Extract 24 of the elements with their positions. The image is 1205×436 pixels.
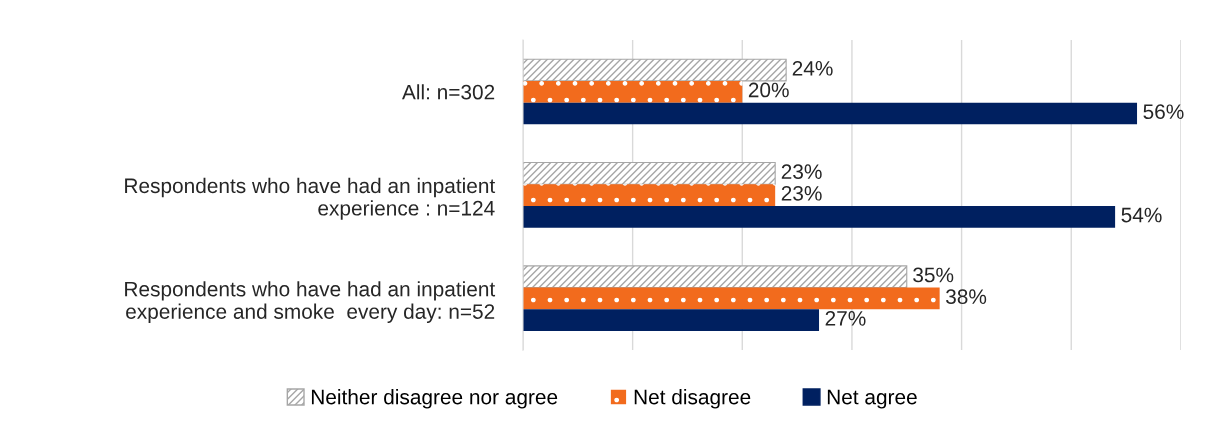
data-label: 56% <box>1143 104 1184 120</box>
data-label: 35% <box>913 267 954 283</box>
legend-label: Neither disagree nor agree <box>311 389 558 409</box>
bar <box>522 80 743 103</box>
data-label: 24% <box>792 60 833 76</box>
legend-label: Net disagree <box>634 389 751 409</box>
bar <box>522 309 820 331</box>
data-label: 20% <box>748 82 789 98</box>
data-label: 23% <box>781 164 822 179</box>
data-label: 38% <box>946 289 987 305</box>
bar <box>522 205 1116 228</box>
data-label: 54% <box>1121 207 1162 223</box>
bar <box>522 265 908 289</box>
y-tick-label: All: n=302 <box>402 84 495 100</box>
data-label: 23% <box>781 185 822 201</box>
data-label: 27% <box>825 310 866 326</box>
y-tick-label: Respondents who have had an inpatient experience and smoke every day: n=52 <box>125 281 496 324</box>
bar <box>522 102 1138 125</box>
bar <box>522 184 776 206</box>
bar <box>522 162 776 185</box>
legend-label: Net agree <box>827 389 917 409</box>
bar <box>522 58 787 82</box>
y-tick-label: Respondents who have had an inpatient experience : n=124 <box>125 177 496 220</box>
bar <box>522 287 940 310</box>
